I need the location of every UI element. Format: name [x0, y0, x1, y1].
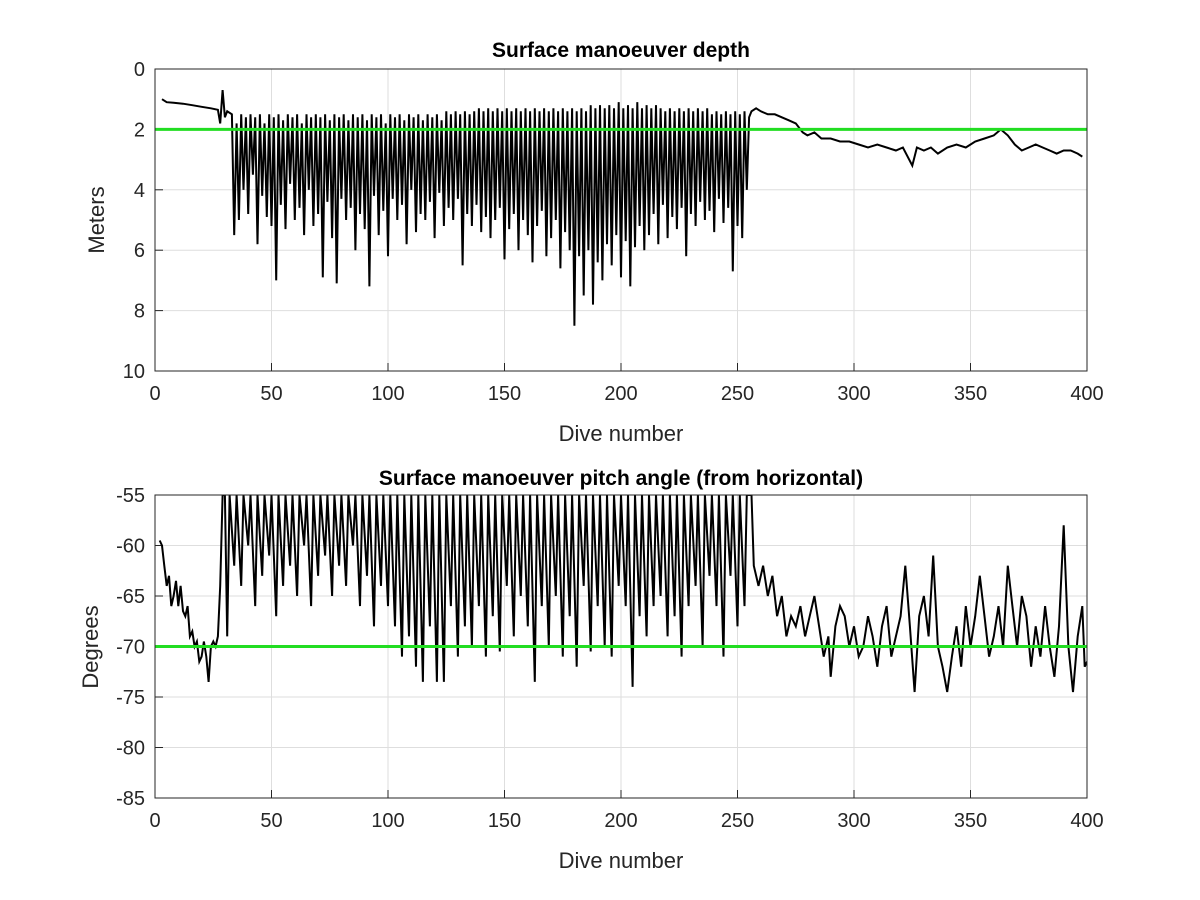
- y-tick-label: 0: [134, 59, 145, 81]
- x-tick-label: 250: [721, 810, 754, 832]
- pitch-chart: Surface manoeuver pitch angle (from hori…: [78, 467, 1104, 873]
- y-tick-label: 4: [134, 180, 145, 202]
- pitch-chart-axes-box: [154, 494, 1088, 799]
- y-tick-label: -55: [116, 485, 145, 507]
- x-tick-label: 250: [721, 383, 754, 405]
- depth-chart-series-line: [161, 90, 1083, 326]
- depth-chart-xlabel: Dive number: [559, 421, 684, 446]
- y-tick-label: 10: [123, 361, 145, 383]
- x-tick-label: 200: [604, 383, 637, 405]
- x-tick-label: 350: [954, 810, 987, 832]
- x-tick-label: 400: [1070, 383, 1103, 405]
- depth-chart-title: Surface manoeuver depth: [492, 39, 750, 62]
- depth-chart: Surface manoeuver depth Dive number Mete…: [84, 39, 1104, 446]
- y-tick-label: 6: [134, 240, 145, 262]
- x-tick-label: 50: [260, 810, 282, 832]
- x-tick-label: 200: [604, 810, 637, 832]
- x-tick-label: 400: [1070, 810, 1103, 832]
- x-tick-label: 300: [837, 383, 870, 405]
- x-tick-label: 0: [149, 383, 160, 405]
- pitch-chart-title: Surface manoeuver pitch angle (from hori…: [379, 467, 863, 490]
- x-tick-label: 350: [954, 383, 987, 405]
- y-tick-label: -75: [116, 687, 145, 709]
- y-tick-label: -60: [116, 536, 145, 558]
- depth-chart-axes-box: [154, 68, 1088, 372]
- depth-chart-ylabel: Meters: [84, 186, 109, 253]
- x-tick-label: 100: [371, 810, 404, 832]
- x-tick-label: 300: [837, 810, 870, 832]
- y-tick-label: -70: [116, 637, 145, 659]
- pitch-chart-ylabel: Degrees: [78, 605, 103, 688]
- y-tick-label: -85: [116, 788, 145, 810]
- pitch-chart-xlabel: Dive number: [559, 848, 684, 873]
- x-tick-label: 0: [149, 810, 160, 832]
- y-tick-label: -80: [116, 738, 145, 760]
- x-tick-label: 100: [371, 383, 404, 405]
- x-tick-label: 150: [488, 383, 521, 405]
- x-tick-label: 50: [260, 383, 282, 405]
- y-tick-label: -65: [116, 586, 145, 608]
- pitch-chart-series-line: [158, 495, 1087, 693]
- y-tick-label: 8: [134, 301, 145, 323]
- x-tick-label: 150: [488, 810, 521, 832]
- y-tick-label: 2: [134, 119, 145, 141]
